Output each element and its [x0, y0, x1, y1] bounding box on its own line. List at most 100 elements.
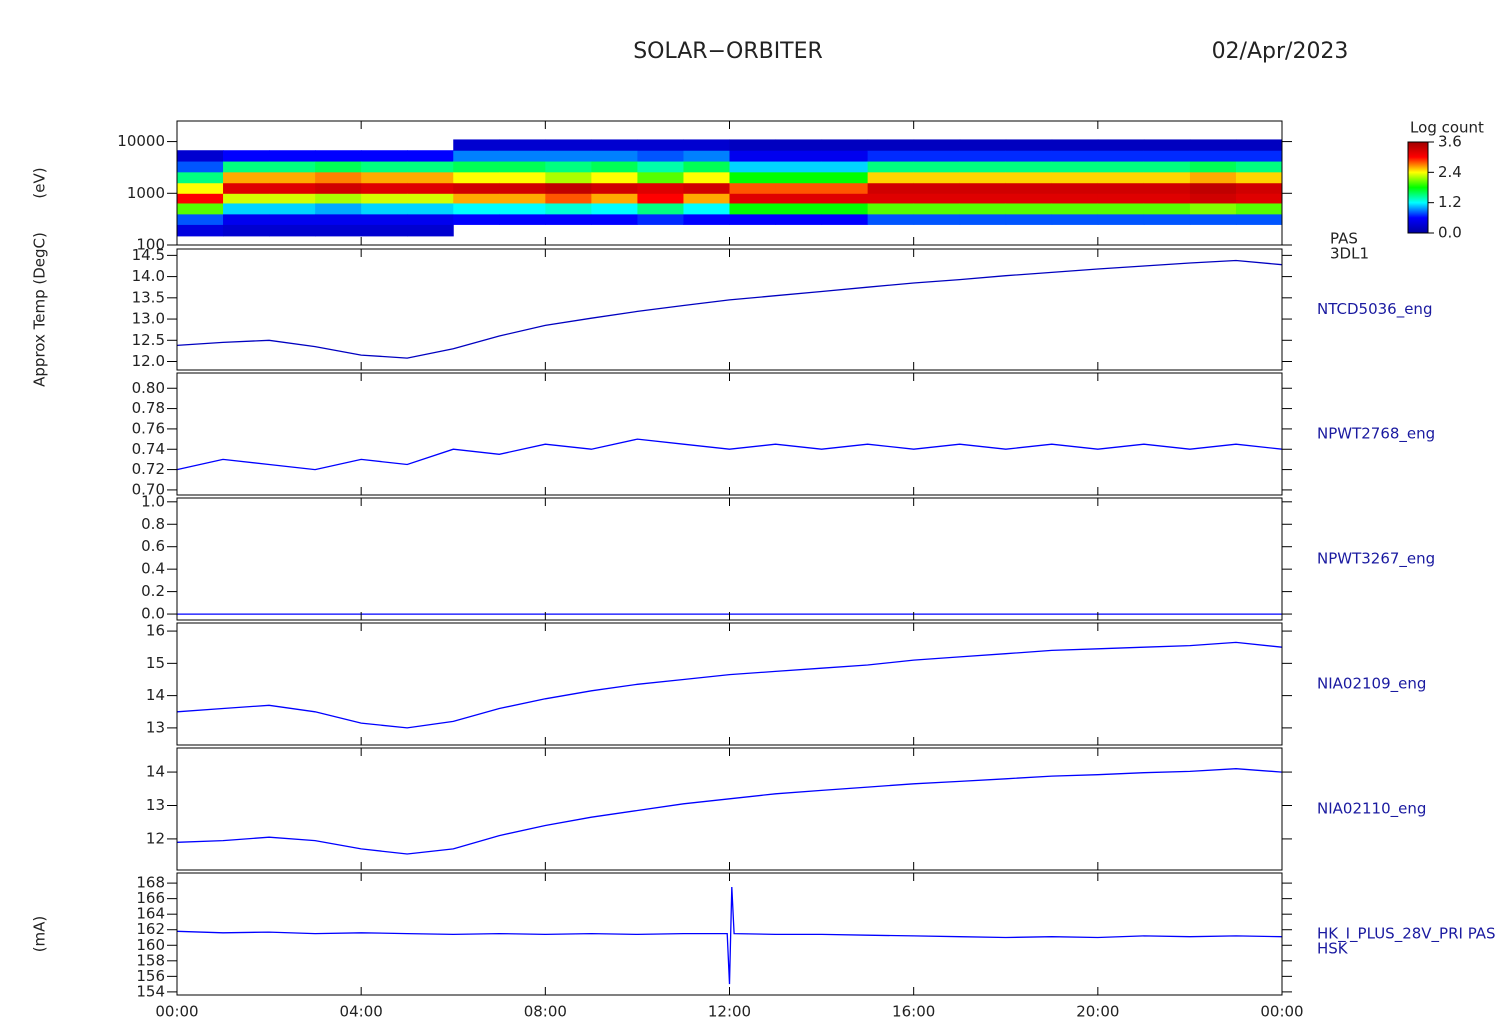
heatmap-cell	[959, 193, 1007, 204]
x-tick-label: 12:00	[708, 1003, 751, 1020]
heatmap-cell	[821, 171, 869, 184]
y-tick-label: 0.72	[132, 460, 165, 478]
y-tick-label: 160	[136, 936, 165, 954]
heatmap-cell	[1189, 139, 1237, 151]
heatmap-cell	[1005, 161, 1053, 173]
heatmap-cell	[361, 171, 408, 184]
y-tick-label: 162	[136, 920, 165, 938]
heatmap-cell	[1235, 161, 1283, 173]
series-line	[176, 768, 1283, 855]
heatmap-cell	[959, 161, 1007, 173]
heatmap-cell	[223, 213, 270, 225]
heatmap-cell	[499, 182, 546, 194]
heatmap-cell	[1235, 193, 1283, 204]
heatmap-cell	[591, 182, 638, 194]
heatmap-cell	[821, 139, 869, 151]
y-tick-label: 12	[146, 829, 165, 847]
heatmap-cell	[453, 171, 500, 184]
heatmap-cell	[269, 150, 316, 162]
heatmap-cell	[545, 161, 592, 173]
y-axis-label: (eV)	[31, 167, 49, 198]
heatmap-cell	[315, 202, 362, 215]
y-tick-label: 1000	[127, 184, 165, 202]
heatmap-cell	[729, 150, 777, 162]
colorbar-title: Log count	[1410, 119, 1484, 137]
heatmap-cell	[407, 224, 454, 237]
heatmap-cell	[499, 193, 546, 204]
heatmap-cell	[867, 139, 915, 151]
heatmap-cell	[177, 150, 224, 162]
heatmap-cell	[315, 161, 362, 173]
y-tick-label: 0.80	[132, 379, 165, 397]
heatmap-cell	[407, 213, 454, 225]
heatmap-cell	[1051, 213, 1099, 225]
heatmap-cell	[637, 161, 684, 173]
heatmap-cell	[223, 150, 270, 162]
y-tick-label: 16	[146, 622, 165, 640]
heatmap-cell	[361, 213, 408, 225]
heatmap-cell	[407, 202, 454, 215]
heatmap-cell	[867, 182, 915, 194]
heatmap-cell	[683, 202, 730, 215]
heatmap-cell	[269, 193, 316, 204]
panel-label: NIA02109_eng	[1317, 675, 1426, 694]
heatmap-cell	[1143, 193, 1191, 204]
heatmap-cell	[1143, 139, 1191, 151]
heatmap-cell	[407, 150, 454, 162]
heatmap-cell	[177, 161, 224, 173]
y-tick-label: 14.0	[132, 267, 165, 285]
heatmap-cell	[591, 139, 638, 151]
heatmap-cell	[499, 161, 546, 173]
heatmap-cell	[315, 213, 362, 225]
heatmap-cell	[361, 182, 408, 194]
y-tick-label: 0.6	[141, 537, 165, 555]
heatmap-cell	[1005, 139, 1053, 151]
heatmap-cell	[315, 182, 362, 194]
heatmap-cell	[1189, 202, 1237, 215]
heatmap-cell	[1051, 193, 1099, 204]
heatmap-cell	[683, 213, 730, 225]
heatmap-cell	[775, 150, 823, 162]
heatmap-cell	[1005, 150, 1053, 162]
plot-frame	[176, 497, 1283, 621]
panel-label: NPWT3267_eng	[1317, 550, 1435, 569]
heatmap-cell	[729, 161, 777, 173]
y-tick-label: 158	[136, 951, 165, 969]
y-tick-label: 0.74	[132, 440, 165, 458]
heatmap-cell	[1051, 139, 1099, 151]
chart-date: 02/Apr/2023	[1212, 39, 1349, 64]
heatmap-cell	[453, 161, 500, 173]
heatmap-cell	[913, 213, 961, 225]
heatmap-cell	[591, 150, 638, 162]
colorbar-tick-label: 3.6	[1438, 133, 1462, 151]
heatmap-cell	[177, 182, 224, 194]
heatmap-cell	[1051, 150, 1099, 162]
panel-label: NPWT2768_eng	[1317, 425, 1435, 444]
heatmap-cell	[361, 161, 408, 173]
heatmap-cell	[729, 171, 777, 184]
heatmap-cell	[637, 182, 684, 194]
heatmap-cell	[1143, 213, 1191, 225]
y-axis-label: (mA)	[31, 916, 49, 953]
y-tick-label: 154	[136, 982, 165, 1000]
heatmap-cell	[1143, 171, 1191, 184]
y-tick-label: 168	[136, 874, 165, 892]
heatmap-cell	[1005, 213, 1053, 225]
panel-label: PAS	[1330, 230, 1358, 248]
y-tick-label: 12.5	[132, 331, 165, 349]
heatmap-cell	[1097, 202, 1145, 215]
heatmap-cell	[821, 213, 869, 225]
heatmap-cell	[1051, 171, 1099, 184]
heatmap-cell	[913, 150, 961, 162]
heatmap-cell	[959, 213, 1007, 225]
heatmap-cell	[775, 202, 823, 215]
heatmap-cell	[1189, 182, 1237, 194]
x-tick-label: 08:00	[524, 1003, 567, 1020]
heatmap-cell	[821, 202, 869, 215]
colorbar-tick-label: 1.2	[1438, 193, 1462, 211]
y-tick-label: 156	[136, 967, 165, 985]
y-tick-label: 0.70	[132, 480, 165, 498]
heatmap-cell	[867, 161, 915, 173]
x-tick-label: 00:00	[155, 1003, 198, 1020]
heatmap-cell	[867, 171, 915, 184]
